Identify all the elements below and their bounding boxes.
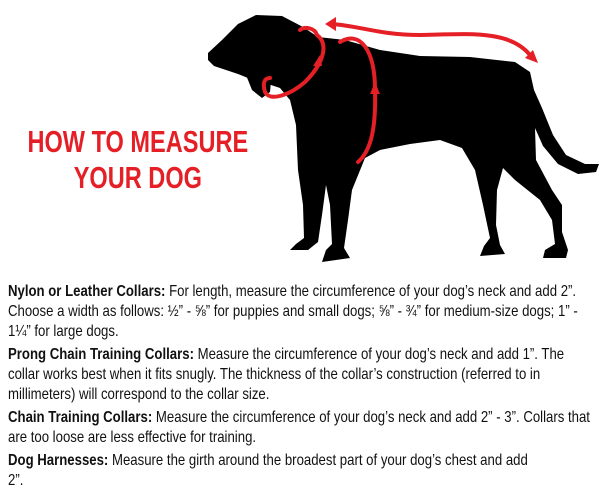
instructions: Nylon or Leather Collars: For length, me… [8, 282, 593, 494]
dog-silhouette [208, 15, 599, 262]
neck-loop-top [298, 25, 319, 37]
section-label: Chain Training Collars: [8, 409, 153, 426]
section-text: Measure the circumference of your dog’s … [8, 346, 565, 403]
arrow-head-chest [370, 82, 380, 94]
arrow-head-right [525, 50, 538, 63]
section-prong-chain: Prong Chain Training Collars: Measure th… [8, 345, 593, 405]
neck-loop [261, 33, 326, 99]
back-length-arrow [330, 22, 532, 57]
section-text: Measure the circumference of your dog’s … [8, 409, 590, 446]
dog-measurement-illustration [208, 15, 599, 262]
section-label: Dog Harnesses: [8, 452, 109, 469]
section-nylon-leather: Nylon or Leather Collars: For length, me… [8, 282, 593, 342]
arrow-head-neck [313, 55, 322, 66]
section-text: For length, measure the circumference of… [8, 283, 578, 340]
section-chain-training: Chain Training Collars: Measure the circ… [8, 408, 593, 448]
arrowheads [313, 17, 538, 94]
section-label: Nylon or Leather Collars: [8, 283, 166, 300]
title-line-1: HOW TO MEASURE [27, 124, 249, 159]
page-title: HOW TO MEASURE YOUR DOG [24, 124, 252, 196]
section-harnesses: Dog Harnesses: Measure the girth around … [8, 451, 532, 491]
title-line-2: YOUR DOG [73, 160, 202, 195]
section-text: Measure the girth around the broadest pa… [8, 452, 528, 489]
section-label: Prong Chain Training Collars: [8, 346, 194, 363]
arrow-head-left [325, 17, 336, 31]
